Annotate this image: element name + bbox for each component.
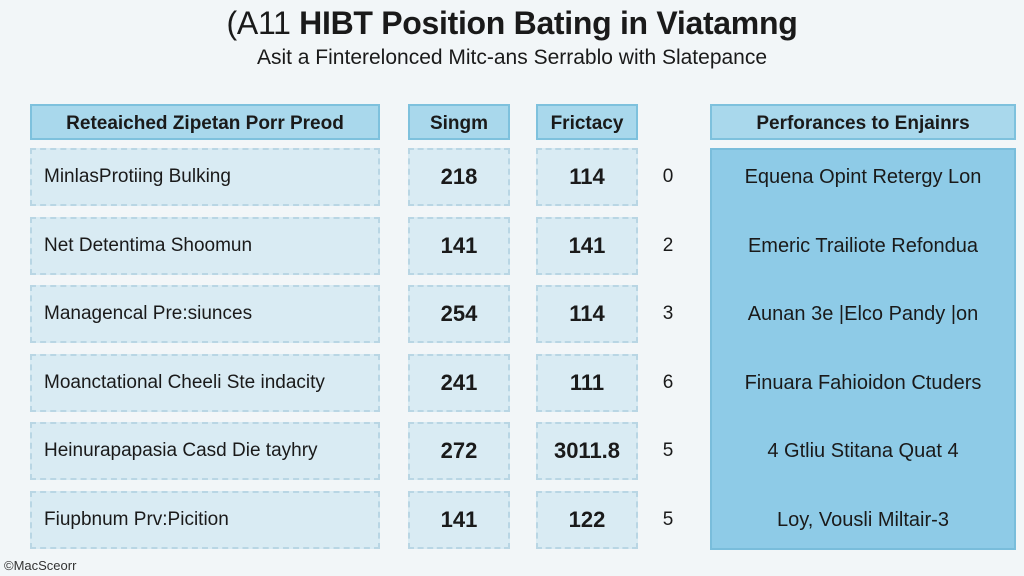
- chart-title-prefix: (A11: [226, 5, 291, 41]
- cell-frictacy: 141: [536, 217, 638, 275]
- cell-performance: Finuara Fahioidon Ctuders: [744, 372, 982, 394]
- performance-panel: [710, 148, 1016, 550]
- cell-rank: 0: [662, 166, 674, 187]
- cell-rank: 3: [662, 303, 674, 324]
- header-singm: Singm: [408, 104, 510, 140]
- cell-frictacy: 3011.8: [536, 422, 638, 480]
- chart-title: (A11 HIBT Position Bating in Viatamng: [0, 2, 1024, 44]
- row-label: MinlasProtiing Bulking: [30, 148, 380, 206]
- cell-singm: 254: [408, 285, 510, 343]
- row-label: Heinurapapasia Casd Die tayhry: [30, 422, 380, 480]
- cell-rank: 5: [662, 509, 674, 530]
- cell-singm: 272: [408, 422, 510, 480]
- header-category: Reteaiched Zipetan Porr Preod: [30, 104, 380, 140]
- cell-performance: Emeric Trailiote Refondua: [747, 235, 979, 257]
- cell-performance: Loy, Vousli Miltair-3: [777, 509, 949, 531]
- cell-singm: 141: [408, 217, 510, 275]
- cell-singm: 141: [408, 491, 510, 549]
- chart-subtitle: Asit a Finterelonced Mitc-ans Serrablo w…: [256, 46, 768, 69]
- credit-text: ©MacSceorr: [4, 558, 77, 573]
- row-label: Fiupbnum Prv:Picition: [30, 491, 380, 549]
- cell-singm: 218: [408, 148, 510, 206]
- row-label: Net Detentima Shoomun: [30, 217, 380, 275]
- cell-frictacy: 114: [536, 148, 638, 206]
- cell-frictacy: 122: [536, 491, 638, 549]
- cell-frictacy: 111: [536, 354, 638, 412]
- row-label: Managencal Pre:siunces: [30, 285, 380, 343]
- chart-title-text: HIBT Position Bating in Viatamng: [299, 5, 798, 41]
- header-frictacy: Frictacy: [536, 104, 638, 140]
- cell-rank: 6: [662, 372, 674, 393]
- row-label: Moanctational Cheeli Ste indacity: [30, 354, 380, 412]
- cell-performance: Equena Opint Retergy Lon: [744, 166, 982, 188]
- cell-rank: 2: [662, 235, 674, 256]
- cell-singm: 241: [408, 354, 510, 412]
- cell-performance: 4 Gtliu Stitana Quat 4: [767, 440, 959, 462]
- cell-performance: Aunan 3e |Elco Pandy |on: [747, 303, 979, 325]
- cell-frictacy: 114: [536, 285, 638, 343]
- header-performance: Perforances to Enjainrs: [710, 104, 1016, 140]
- cell-rank: 5: [662, 440, 674, 461]
